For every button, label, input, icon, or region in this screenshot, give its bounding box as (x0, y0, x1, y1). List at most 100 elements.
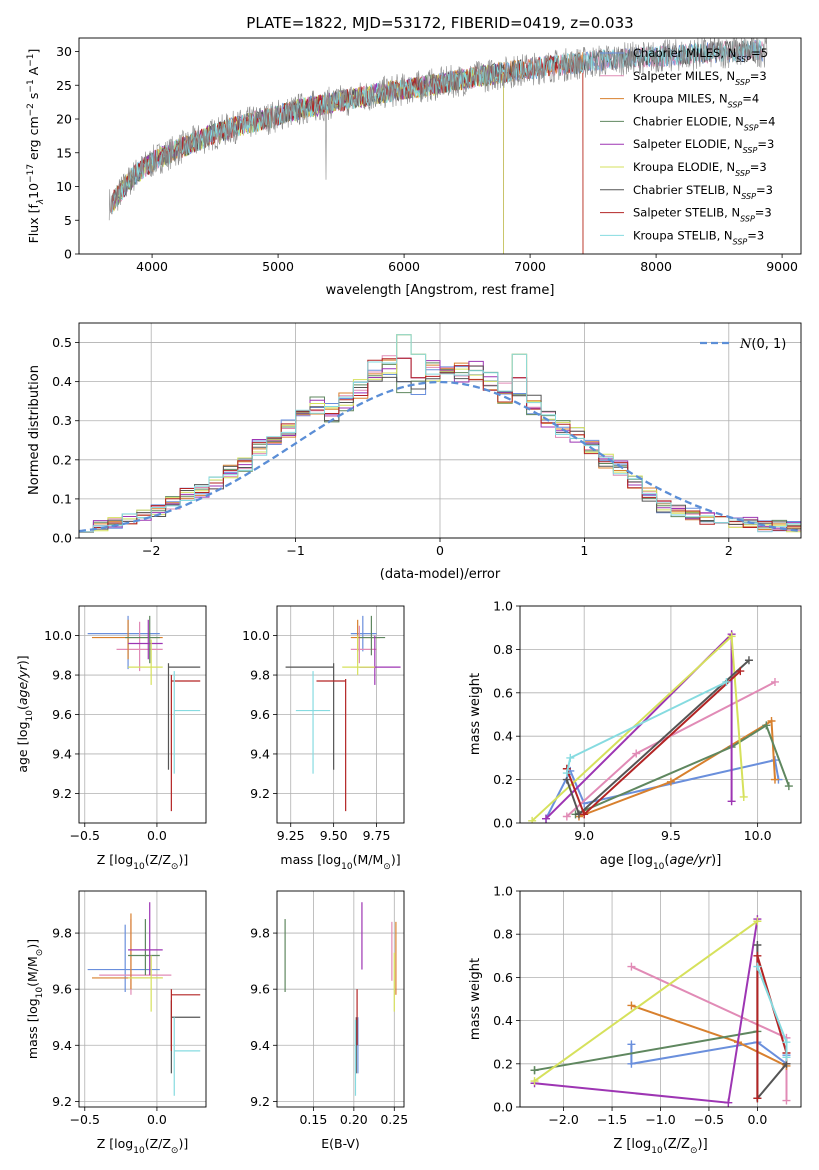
age_vs_Z-ticks: −0.5 0.0 9.2 9.4 9.6 9.8 10.0 (44, 628, 167, 843)
weight-point-marker (724, 1098, 733, 1107)
weight_vs_Z-xtick-label: −2.0 (548, 1112, 578, 1127)
mass_vs_Z-grid (79, 891, 206, 1107)
mass_vs_ebv-xtick-label: 0.20 (340, 1112, 368, 1127)
weight-point-marker (562, 812, 571, 821)
weight-point-marker (727, 797, 736, 806)
mass_vs_Z-ytick-label: 9.4 (52, 1038, 72, 1053)
mass_vs_ebv-ticks: 0.15 0.20 0.25 9.2 9.4 9.6 9.8 (250, 926, 408, 1127)
legend-entry: N(0, 1) (739, 337, 786, 352)
weight-point-marker (770, 677, 779, 686)
weight-point-marker (627, 1001, 636, 1010)
weight-point-marker (744, 656, 753, 665)
weight-vs-age-xlabel: age [log10(age/yr)] (600, 853, 722, 872)
age_vs_Z-frame (78, 605, 207, 824)
age-vs-z-xlabel: Z [log10(Z/Z⊙)] (97, 852, 188, 872)
mass_vs_Z-frame (78, 890, 207, 1108)
weight_vs_age-xtick-label: 9.0 (574, 828, 594, 843)
weight_vs_Z-ytick-label: 0.2 (493, 1056, 513, 1071)
age_vs_mass-xtick-label: 9.75 (363, 828, 391, 843)
residuals-xtick-label: −1 (286, 543, 304, 558)
age_vs_Z-marks (87, 615, 201, 812)
residuals-marks (79, 334, 801, 538)
weight_vs_age-marks (528, 630, 793, 823)
residuals-ytick-label: 0.3 (52, 413, 72, 428)
spectrum-xtick-label: 9000 (766, 259, 798, 274)
weight_vs_Z-xtick-label: −1.5 (597, 1112, 627, 1127)
weight_vs_Z-frame (519, 890, 802, 1108)
residuals-ytick-label: 0.0 (52, 531, 72, 546)
mass_vs_ebv-ytick-label: 9.2 (250, 1094, 270, 1109)
weight_vs_age-ytick-label: 0.8 (493, 642, 513, 657)
age_vs_mass-ticks: 9.25 9.50 9.75 9.2 9.4 9.6 9.8 10.0 (242, 628, 390, 843)
spectrum-ytick-label: 15 (56, 145, 72, 160)
age_vs_Z-axes: −0.5 0.0 9.2 9.4 9.6 9.8 10.0 (44, 605, 207, 843)
weight-point-marker (530, 1066, 539, 1075)
mass_vs_ebv-xtick-label: 0.15 (299, 1112, 327, 1127)
mass_vs_ebv-marks (284, 902, 397, 1096)
legend-entry: Chabrier STELIB, NSSP=3 (633, 183, 773, 201)
weight_vs_Z-ytick-label: 0.0 (493, 1100, 513, 1115)
weight-point-marker (753, 951, 762, 960)
weight-point-marker (784, 782, 793, 791)
age_vs_mass-ytick-label: 9.6 (250, 707, 270, 722)
legend-entry: Chabrier MILES, NSSP=5 (633, 46, 768, 64)
weight-point-marker (580, 810, 589, 819)
weight_vs_age-axes: 9.0 9.5 10.0 0.0 0.2 0.4 0.6 0.8 1.0 (493, 599, 802, 844)
residuals-xtick-label: 1 (580, 543, 588, 558)
weight_vs_age-ytick-label: 0.4 (493, 729, 513, 744)
age_vs_mass-frame (276, 605, 405, 824)
weight-point-marker (739, 792, 748, 801)
residuals-xtick-label: 2 (725, 543, 733, 558)
mass_vs_Z-xtick-label: −0.5 (70, 1112, 100, 1127)
mass_vs_Z-ytick-label: 9.8 (52, 926, 72, 941)
weight-series-line (575, 723, 790, 816)
normal-curve (79, 380, 801, 533)
legend-entry: Kroupa ELODIE, NSSP=3 (633, 160, 767, 178)
weight-point-marker (722, 677, 731, 686)
legend-entry: Kroupa MILES, NSSP=4 (633, 92, 759, 110)
spectrum-marks (108, 38, 768, 254)
age_vs_mass-xtick-label: 9.25 (277, 828, 305, 843)
weight_vs_Z-ylabel: mass weight (468, 958, 483, 1040)
age_vs_Z-ytick-label: 9.6 (52, 707, 72, 722)
residuals-ytick-label: 0.2 (52, 452, 72, 467)
age_vs_Z-ytick-label: 9.4 (52, 746, 72, 761)
weight-series-line (533, 920, 758, 1082)
spectrum-xtick-label: 7000 (514, 259, 546, 274)
mass_vs_Z-axes: −0.5 0.0 9.2 9.4 9.6 9.8 (52, 890, 207, 1127)
mass_vs_ebv-axes: 0.15 0.20 0.25 9.2 9.4 9.6 9.8 (250, 890, 408, 1127)
legend-entry: Salpeter MILES, NSSP=3 (633, 69, 767, 87)
residuals-xtick-label: −2 (142, 543, 160, 558)
weight-point-marker (782, 1053, 791, 1062)
weight_vs_age-ticks: 9.0 9.5 10.0 0.0 0.2 0.4 0.6 0.8 1.0 (493, 599, 771, 844)
mass_vs_Z-ticks: −0.5 0.0 9.2 9.4 9.6 9.8 (52, 926, 167, 1127)
spectrum-xtick-label: 8000 (640, 259, 672, 274)
weight_vs_age-ylabel: mass weight (468, 673, 483, 755)
weight-point-marker (562, 769, 571, 778)
spectrum-ylabel: Flux [fλ10−17 erg cm−2 s−1 A−1] (26, 49, 46, 244)
mass_vs_ebv-ytick-label: 9.4 (250, 1038, 270, 1053)
age_vs_mass-ytick-label: 9.4 (250, 746, 270, 761)
legend-entry: Salpeter ELODIE, NSSP=3 (633, 137, 774, 155)
weight_vs_age-ytick-label: 0.6 (493, 685, 513, 700)
weight-point-marker (762, 721, 771, 730)
weight-point-marker (753, 1094, 762, 1103)
residual-legend: N(0, 1) (700, 337, 786, 352)
age_vs_mass-ytick-label: 9.2 (250, 786, 270, 801)
weight-series-line (534, 1030, 758, 1072)
residual-ylabel: Normed distribution (27, 365, 42, 495)
age-vs-mass-xlabel: mass [log10(M/M⊙)] (280, 852, 400, 872)
weight-point-marker (736, 667, 745, 676)
weight_vs_Z-xtick-label: −1.0 (645, 1112, 675, 1127)
spectrum-data-line (108, 38, 768, 221)
weight_vs_Z-ticks: −2.0 −1.5 −1.0 −0.5 0.0 0.0 0.2 0.4 0.6 0.8 1.0 (493, 884, 767, 1128)
mass-vs-z-xlabel: Z [log10(Z/Z⊙)] (97, 1136, 188, 1156)
spectrum-xlabel: wavelength [Angstrom, rest frame] (326, 283, 555, 298)
weight-point-marker (530, 1077, 539, 1086)
spectrum-axes: 4000 5000 6000 7000 8000 9000 0 5 10 15 20 25 30 (56, 37, 802, 274)
age_vs_Z-ytick-label: 9.2 (52, 786, 72, 801)
weight-point-marker (782, 1038, 791, 1047)
spectrum-xtick-label: 4000 (136, 259, 168, 274)
weight-point-marker (627, 1059, 636, 1068)
